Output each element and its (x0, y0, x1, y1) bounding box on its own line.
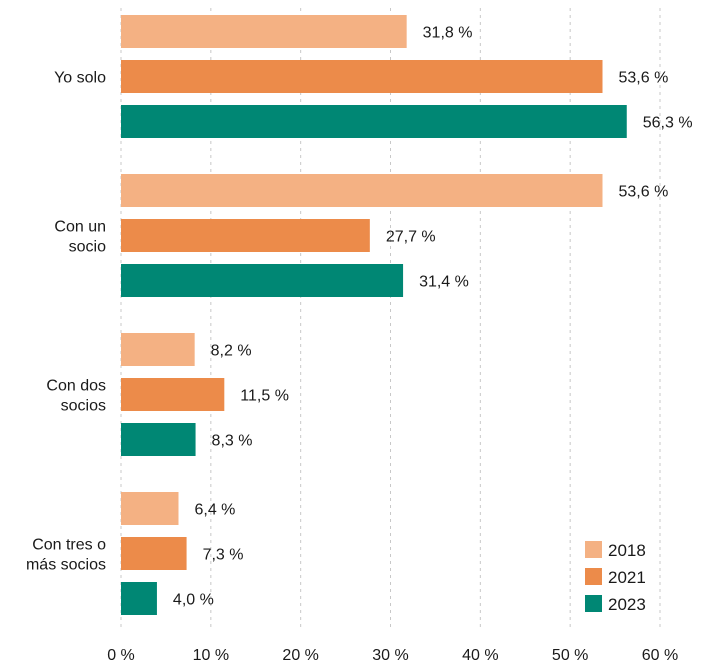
value-label-2021-2: 11,5 % (240, 388, 289, 405)
category-label-0-0: Yo solo (54, 70, 106, 87)
bar-2021-0 (121, 60, 603, 93)
x-axis-ticks: 0 % 10 % 20 % 30 % 40 % 50 % 60 % (107, 647, 678, 664)
category-label-3-0: Con tres o (32, 537, 106, 554)
legend-label-2021: 2021 (608, 568, 646, 587)
x-tick-label-4: 40 % (462, 647, 498, 664)
category-label-3-1: más socios (26, 557, 106, 574)
category-label-1-1: socio (69, 239, 106, 256)
x-tick-label-5: 50 % (552, 647, 588, 664)
bar-2021-2 (121, 378, 225, 411)
value-label-2021-1: 27,7 % (386, 229, 436, 246)
x-tick-label-1: 10 % (193, 647, 229, 664)
bar-2023-2 (121, 423, 196, 456)
bar-2023-1 (121, 264, 404, 297)
legend-swatch-2021 (585, 568, 602, 585)
legend-label-2023: 2023 (608, 595, 646, 614)
legend: 2018 2021 2023 (585, 541, 646, 614)
value-label-2021-3: 7,3 % (203, 547, 244, 564)
x-tick-label-2: 20 % (282, 647, 318, 664)
bar-2018-3 (121, 492, 179, 525)
value-label-2018-3: 6,4 % (194, 502, 235, 519)
value-label-2018-1: 53,6 % (619, 184, 669, 201)
bar-2021-1 (121, 219, 370, 252)
x-tick-label-0: 0 % (107, 647, 135, 664)
legend-label-2018: 2018 (608, 541, 646, 560)
category-labels-group: Yo solo Con un socio Con dos socios Con tres … (26, 70, 106, 574)
bar-2018-1 (121, 174, 603, 207)
value-labels-group: 31,8 % 53,6 % 56,3 % 53,6 % 27,7 % 31,4 % 8,2 … (173, 25, 693, 609)
grid-lines (120, 8, 661, 628)
value-label-2023-2: 8,3 % (212, 433, 253, 450)
x-tick-label-3: 30 % (372, 647, 408, 664)
bars-group (121, 15, 627, 615)
bar-2023-3 (121, 582, 157, 615)
category-label-2-1: socios (61, 398, 106, 415)
bar-2018-2 (121, 333, 195, 366)
value-label-2018-2: 8,2 % (211, 343, 252, 360)
category-label-1-0: Con un (54, 219, 106, 236)
value-label-2023-3: 4,0 % (173, 592, 214, 609)
value-label-2023-1: 31,4 % (419, 274, 469, 291)
value-label-2023-0: 56,3 % (643, 115, 693, 132)
value-label-2021-0: 53,6 % (619, 70, 669, 87)
value-label-2018-0: 31,8 % (423, 25, 473, 42)
bar-2021-3 (121, 537, 187, 570)
legend-swatch-2023 (585, 595, 602, 612)
x-tick-label-6: 60 % (642, 647, 678, 664)
legend-swatch-2018 (585, 541, 602, 558)
bar-2018-0 (121, 15, 407, 48)
bar-2023-0 (121, 105, 627, 138)
category-label-2-0: Con dos (46, 378, 106, 395)
